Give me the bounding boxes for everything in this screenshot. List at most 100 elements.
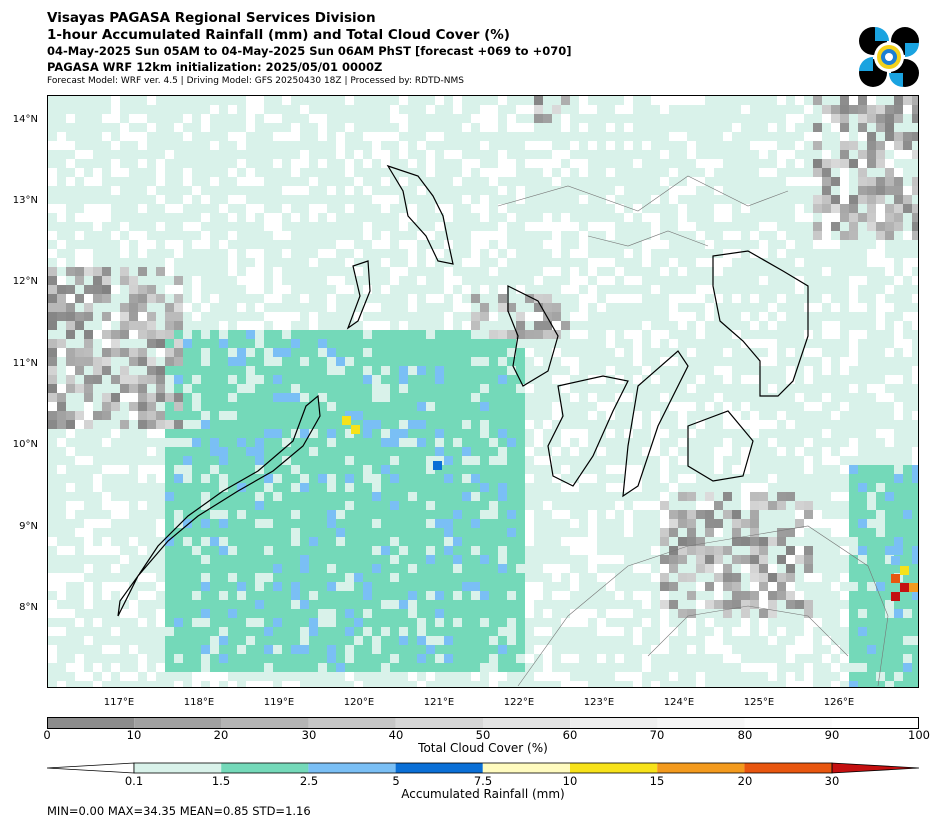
rain-cell bbox=[705, 231, 714, 240]
rain-cell bbox=[48, 213, 57, 222]
rain-cell bbox=[75, 492, 84, 501]
rain-cell bbox=[642, 123, 651, 132]
rain-cell bbox=[237, 123, 246, 132]
rain-cell bbox=[309, 609, 318, 618]
rain-cell bbox=[723, 303, 732, 312]
rain-cell bbox=[624, 186, 633, 195]
rain-cell bbox=[327, 654, 336, 663]
rain-cell bbox=[633, 186, 642, 195]
rain-cell bbox=[183, 123, 192, 132]
rain-cell bbox=[318, 420, 327, 429]
rain-cell bbox=[165, 519, 174, 528]
rain-cell bbox=[714, 114, 723, 123]
rain-cell bbox=[318, 303, 327, 312]
rain-cell bbox=[723, 483, 732, 492]
rain-cell bbox=[426, 645, 435, 654]
rain-cell bbox=[480, 483, 489, 492]
rain-cell bbox=[318, 276, 327, 285]
rain-cell bbox=[786, 438, 795, 447]
rain-cell bbox=[660, 402, 669, 411]
rain-cell bbox=[246, 465, 255, 474]
rain-cell bbox=[714, 339, 723, 348]
rain-cell bbox=[219, 609, 228, 618]
rain-cell bbox=[912, 636, 918, 645]
rain-cell bbox=[255, 222, 264, 231]
rain-cell bbox=[309, 402, 318, 411]
rain-cell bbox=[183, 312, 192, 321]
rain-cell bbox=[579, 456, 588, 465]
rain-cell bbox=[795, 186, 804, 195]
rain-cell bbox=[849, 519, 858, 528]
rain-cell bbox=[237, 456, 246, 465]
rain-cell bbox=[75, 393, 84, 402]
rain-cell bbox=[66, 465, 75, 474]
rain-cell bbox=[822, 609, 831, 618]
rain-cell bbox=[435, 123, 444, 132]
rain-cell bbox=[849, 132, 858, 141]
rain-cell bbox=[282, 618, 291, 627]
rain-cell bbox=[93, 582, 102, 591]
rain-cell bbox=[642, 537, 651, 546]
rain-cell bbox=[309, 501, 318, 510]
rain-cell bbox=[768, 375, 777, 384]
rain-cell bbox=[714, 618, 723, 627]
rain-cell bbox=[795, 672, 804, 681]
rain-cell bbox=[345, 492, 354, 501]
rain-cell bbox=[444, 591, 453, 600]
rain-cell bbox=[831, 312, 840, 321]
rain-cell bbox=[264, 510, 273, 519]
rain-cell bbox=[390, 123, 399, 132]
rain-cell bbox=[66, 492, 75, 501]
rain-cell bbox=[264, 447, 273, 456]
rain-cell bbox=[903, 492, 912, 501]
rain-cell bbox=[417, 348, 426, 357]
rain-cell bbox=[516, 582, 525, 591]
rain-cell bbox=[516, 375, 525, 384]
rain-cell bbox=[336, 258, 345, 267]
rain-cell bbox=[417, 618, 426, 627]
rain-cell bbox=[408, 195, 417, 204]
rain-cell bbox=[300, 609, 309, 618]
rain-cell bbox=[480, 132, 489, 141]
rain-cell bbox=[642, 231, 651, 240]
rain-cell bbox=[219, 105, 228, 114]
rain-cell bbox=[345, 465, 354, 474]
rain-cell bbox=[426, 339, 435, 348]
rain-cell bbox=[300, 546, 309, 555]
rain-cell bbox=[66, 213, 75, 222]
rain-cell bbox=[525, 366, 534, 375]
rain-cell bbox=[381, 114, 390, 123]
rain-cell bbox=[570, 96, 579, 105]
rain-cell bbox=[102, 573, 111, 582]
rain-cell bbox=[912, 384, 918, 393]
rain-cell bbox=[588, 168, 597, 177]
rain-cell bbox=[903, 609, 912, 618]
rain-cell bbox=[840, 627, 849, 636]
rain-cell bbox=[732, 402, 741, 411]
rain-cell bbox=[876, 168, 885, 177]
rain-cell bbox=[354, 645, 363, 654]
rain-cell bbox=[408, 483, 417, 492]
rain-cell bbox=[768, 510, 777, 519]
rain-cell bbox=[732, 384, 741, 393]
rain-cell bbox=[102, 510, 111, 519]
rain-cell bbox=[615, 96, 624, 105]
rain-cell bbox=[219, 618, 228, 627]
rain-cell bbox=[516, 213, 525, 222]
rain-cell bbox=[705, 384, 714, 393]
rain-cell bbox=[390, 564, 399, 573]
rain-cell bbox=[48, 222, 57, 231]
rain-cell bbox=[813, 663, 822, 672]
rain-cell bbox=[300, 672, 309, 681]
rain-cell bbox=[489, 132, 498, 141]
rain-cell bbox=[705, 429, 714, 438]
rain-cell bbox=[678, 330, 687, 339]
rain-cell bbox=[525, 627, 534, 636]
rain-cell bbox=[885, 339, 894, 348]
rain-cell bbox=[561, 627, 570, 636]
rain-cell bbox=[507, 510, 516, 519]
rain-cell bbox=[336, 411, 345, 420]
rain-cell bbox=[606, 618, 615, 627]
rain-cell bbox=[840, 276, 849, 285]
rain-cell bbox=[759, 213, 768, 222]
